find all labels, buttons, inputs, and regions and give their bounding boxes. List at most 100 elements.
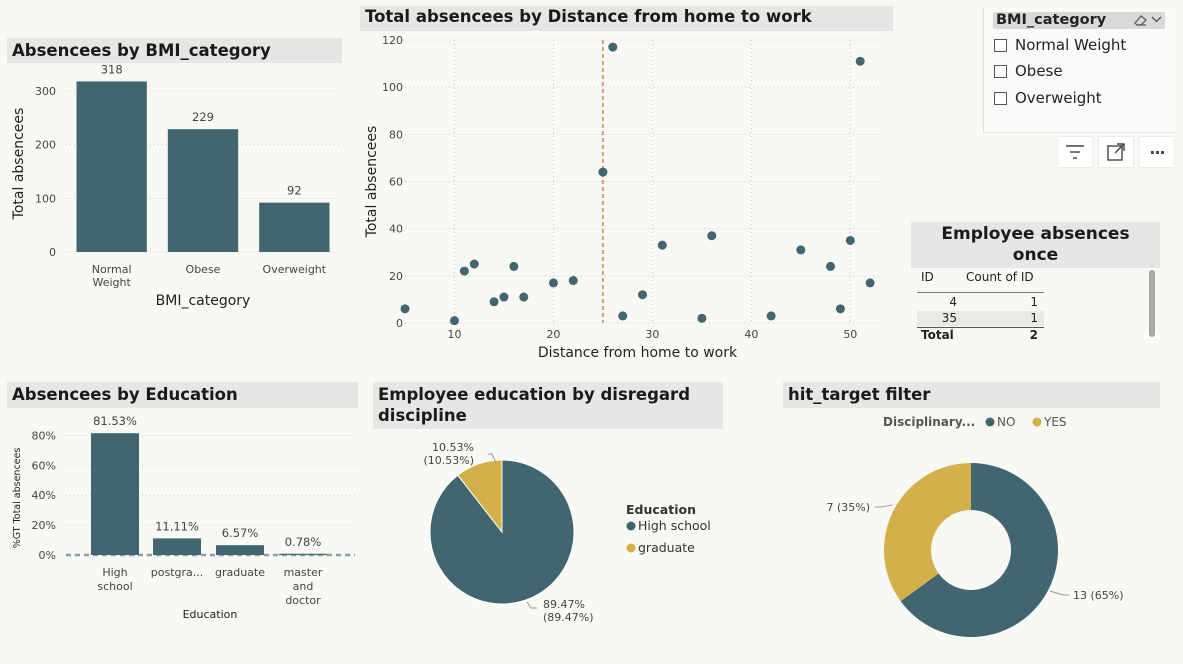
chevron-down-icon[interactable] [1151,15,1162,24]
data-label: 10.53% [432,441,474,454]
data-label: 6.57% [222,526,259,540]
y-axis-label: Total absencees [364,126,380,239]
checkbox[interactable] [994,38,1007,52]
bar[interactable] [167,129,239,252]
legend-entry[interactable]: High school [638,518,711,533]
table-total-row: Total 2 [917,327,1044,343]
table-row[interactable]: 4 1 [949,295,1038,309]
x-tick-label: Obese [186,263,221,276]
slicer-item-overweight[interactable]: Overweight [994,89,1102,107]
scatter-point[interactable] [469,259,479,269]
scatter-point[interactable] [657,240,667,250]
x-tick-label: High [102,566,127,579]
bar[interactable] [279,553,327,555]
scatter-point[interactable] [855,56,865,66]
y-tick-label: 20 [389,270,403,283]
scatter-point[interactable] [548,278,558,288]
scatter-point[interactable] [796,245,806,255]
slicer-item-normal-weight[interactable]: Normal Weight [994,36,1126,54]
bar[interactable] [153,538,201,555]
scatter-point[interactable] [697,313,707,323]
bar[interactable] [259,202,330,252]
bmi-chart-title: Absencees by BMI_category [7,38,342,63]
bar[interactable] [216,545,264,555]
leader-line [875,504,893,508]
scatter-point[interactable] [489,297,499,307]
x-axis-label: BMI_category [156,293,251,309]
y-tick-label: 80% [32,429,56,442]
scatter-point[interactable] [519,292,529,302]
donut-chart[interactable]: Disciplinary... NO YES 13 (65%) 7 (35%) [780,408,1180,658]
bmi-slicer: BMI_category Normal Weight Obese Overwei… [983,8,1176,133]
focus-mode-button[interactable] [1098,136,1134,168]
x-tick-label: Overweight [263,263,327,276]
scatter-point[interactable] [826,261,836,271]
x-tick-label: master [284,566,323,579]
y-tick-label: 20% [32,519,56,532]
scatter-point[interactable] [459,266,469,276]
scatter-point[interactable] [509,261,519,271]
x-axis-label: Education [183,608,238,621]
y-tick-label: 0 [49,246,56,259]
legend-entry[interactable]: NO [997,415,1015,429]
x-tick-label: doctor [285,594,321,607]
x-tick-label: 30 [645,328,659,341]
data-label: 11.11% [155,519,199,533]
y-tick-label: 200 [35,139,56,152]
edu-chart-title: Absencees by Education [7,382,358,408]
data-label: (89.47%) [543,611,594,624]
data-label: 229 [192,110,214,124]
donut-slice[interactable] [884,463,971,602]
filter-icon-button[interactable] [1057,136,1093,168]
bar[interactable] [91,433,139,555]
more-options-button[interactable]: ··· [1139,136,1175,168]
x-tick-label: Normal [92,263,132,276]
legend-marker [626,543,636,553]
legend-entry[interactable]: graduate [638,540,695,555]
y-tick-label: 80 [389,128,403,141]
pie-slice[interactable] [457,459,503,534]
legend-marker [626,521,636,531]
y-tick-label: 100 [382,81,403,94]
scatter-point[interactable] [707,231,717,241]
scatter-point[interactable] [598,167,608,177]
y-tick-label: 300 [35,85,56,98]
scatter-point[interactable] [766,311,776,321]
eraser-icon[interactable] [1132,14,1148,27]
y-tick-label: 120 [382,34,403,47]
x-tick-label: 10 [447,328,461,341]
checkbox[interactable] [994,91,1007,105]
scatter-point[interactable] [835,304,845,314]
data-label: 13 (65%) [1073,589,1124,602]
leader-line [526,601,537,609]
scatter-point[interactable] [449,316,459,326]
scatter-point[interactable] [499,292,509,302]
x-tick-label: and [293,580,314,593]
pie-chart-title: Employee education by disregard discipli… [373,382,723,429]
y-tick-label: 40% [32,489,56,502]
legend-entry[interactable]: YES [1043,415,1067,429]
scatter-point[interactable] [845,235,855,245]
donut-slice[interactable] [900,463,1058,637]
legend-title: Disciplinary... [883,415,975,429]
scatter-point[interactable] [638,290,647,300]
scatter-point[interactable] [568,276,578,286]
x-tick-label: school [97,580,132,593]
scatter-point[interactable] [608,42,618,52]
y-tick-label: 60% [32,459,56,472]
checkbox[interactable] [994,64,1007,78]
table-row[interactable]: 35 1 [917,311,1044,326]
scatter-point[interactable] [618,311,628,321]
scatter-point[interactable] [400,304,410,314]
x-tick-label: 50 [843,328,857,341]
slicer-item-obese[interactable]: Obese [994,62,1063,80]
focus-mode-icon [1107,143,1125,161]
bar[interactable] [76,81,147,252]
scatter-chart[interactable]: 0 20 40 60 80 100 120 10 20 30 40 50 Distance from h… [355,31,895,366]
donut-chart-title: hit_target filter [783,382,1160,408]
scatter-point[interactable] [865,278,875,288]
vertical-scrollbar[interactable] [1149,270,1155,337]
edu-pie-chart[interactable]: 10.53%(10.53%) 89.47%(89.47%) EducationHig… [370,430,770,650]
